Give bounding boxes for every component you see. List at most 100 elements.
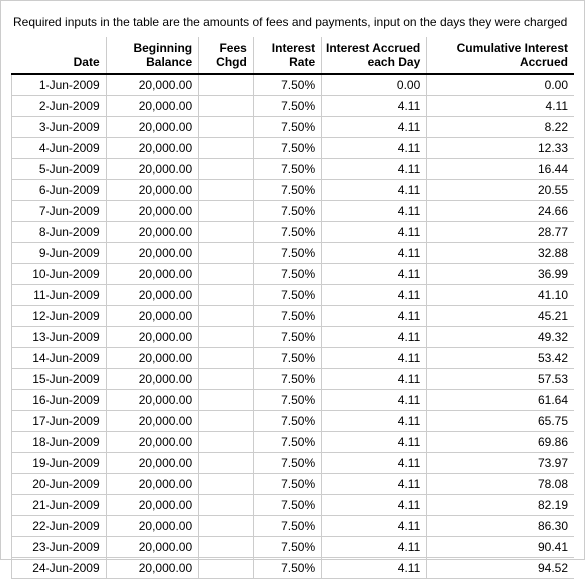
cell-cumulative: 61.64 <box>427 390 574 411</box>
cell-accrued: 4.11 <box>322 474 427 495</box>
cell-fees <box>199 453 254 474</box>
cell-balance: 20,000.00 <box>106 348 199 369</box>
cell-date: 17-Jun-2009 <box>12 411 107 432</box>
table-row: 12-Jun-200920,000.007.50%4.1145.21 <box>12 306 575 327</box>
cell-accrued: 4.11 <box>322 495 427 516</box>
cell-date: 14-Jun-2009 <box>12 348 107 369</box>
table-container: Required inputs in the table are the amo… <box>0 0 585 560</box>
cell-accrued: 0.00 <box>322 74 427 96</box>
table-row: 3-Jun-200920,000.007.50%4.118.22 <box>12 117 575 138</box>
cell-date: 22-Jun-2009 <box>12 516 107 537</box>
cell-accrued: 4.11 <box>322 138 427 159</box>
cell-fees <box>199 201 254 222</box>
cell-fees <box>199 138 254 159</box>
table-row: 22-Jun-200920,000.007.50%4.1186.30 <box>12 516 575 537</box>
cell-balance: 20,000.00 <box>106 369 199 390</box>
cell-date: 7-Jun-2009 <box>12 201 107 222</box>
table-row: 19-Jun-200920,000.007.50%4.1173.97 <box>12 453 575 474</box>
cell-fees <box>199 558 254 579</box>
cell-date: 16-Jun-2009 <box>12 390 107 411</box>
cell-cumulative: 24.66 <box>427 201 574 222</box>
cell-fees <box>199 285 254 306</box>
cell-balance: 20,000.00 <box>106 411 199 432</box>
cell-rate: 7.50% <box>253 516 321 537</box>
col-accrued: Interest Accrued each Day <box>322 37 427 74</box>
cell-accrued: 4.11 <box>322 432 427 453</box>
cell-accrued: 4.11 <box>322 411 427 432</box>
cell-accrued: 4.11 <box>322 369 427 390</box>
cell-accrued: 4.11 <box>322 558 427 579</box>
cell-balance: 20,000.00 <box>106 516 199 537</box>
cell-fees <box>199 432 254 453</box>
cell-date: 5-Jun-2009 <box>12 159 107 180</box>
cell-rate: 7.50% <box>253 264 321 285</box>
caption-text: Required inputs in the table are the amo… <box>11 13 574 37</box>
table-row: 9-Jun-200920,000.007.50%4.1132.88 <box>12 243 575 264</box>
cell-date: 1-Jun-2009 <box>12 74 107 96</box>
cell-cumulative: 49.32 <box>427 327 574 348</box>
cell-fees <box>199 474 254 495</box>
cell-fees <box>199 222 254 243</box>
table-row: 8-Jun-200920,000.007.50%4.1128.77 <box>12 222 575 243</box>
cell-fees <box>199 390 254 411</box>
table-row: 6-Jun-200920,000.007.50%4.1120.55 <box>12 180 575 201</box>
table-row: 17-Jun-200920,000.007.50%4.1165.75 <box>12 411 575 432</box>
cell-cumulative: 36.99 <box>427 264 574 285</box>
cell-balance: 20,000.00 <box>106 306 199 327</box>
cell-cumulative: 82.19 <box>427 495 574 516</box>
col-rate: Interest Rate <box>253 37 321 74</box>
cell-fees <box>199 159 254 180</box>
cell-date: 9-Jun-2009 <box>12 243 107 264</box>
cell-rate: 7.50% <box>253 411 321 432</box>
cell-fees <box>199 117 254 138</box>
cell-balance: 20,000.00 <box>106 558 199 579</box>
cell-rate: 7.50% <box>253 390 321 411</box>
cell-rate: 7.50% <box>253 474 321 495</box>
table-row: 7-Jun-200920,000.007.50%4.1124.66 <box>12 201 575 222</box>
table-row: 14-Jun-200920,000.007.50%4.1153.42 <box>12 348 575 369</box>
cell-accrued: 4.11 <box>322 285 427 306</box>
cell-rate: 7.50% <box>253 180 321 201</box>
cell-accrued: 4.11 <box>322 96 427 117</box>
cell-date: 12-Jun-2009 <box>12 306 107 327</box>
cell-cumulative: 45.21 <box>427 306 574 327</box>
cell-cumulative: 69.86 <box>427 432 574 453</box>
cell-cumulative: 8.22 <box>427 117 574 138</box>
cell-date: 2-Jun-2009 <box>12 96 107 117</box>
cell-cumulative: 41.10 <box>427 285 574 306</box>
cell-fees <box>199 537 254 558</box>
cell-cumulative: 57.53 <box>427 369 574 390</box>
cell-rate: 7.50% <box>253 369 321 390</box>
cell-fees <box>199 516 254 537</box>
table-row: 18-Jun-200920,000.007.50%4.1169.86 <box>12 432 575 453</box>
cell-date: 15-Jun-2009 <box>12 369 107 390</box>
table-row: 21-Jun-200920,000.007.50%4.1182.19 <box>12 495 575 516</box>
cell-date: 24-Jun-2009 <box>12 558 107 579</box>
cell-date: 19-Jun-2009 <box>12 453 107 474</box>
cell-fees <box>199 348 254 369</box>
cell-rate: 7.50% <box>253 285 321 306</box>
interest-table: Date Beginning Balance Fees Chgd Interes… <box>11 37 574 579</box>
cell-rate: 7.50% <box>253 222 321 243</box>
cell-fees <box>199 264 254 285</box>
cell-accrued: 4.11 <box>322 306 427 327</box>
cell-fees <box>199 180 254 201</box>
cell-cumulative: 28.77 <box>427 222 574 243</box>
cell-accrued: 4.11 <box>322 327 427 348</box>
cell-date: 8-Jun-2009 <box>12 222 107 243</box>
cell-fees <box>199 495 254 516</box>
cell-date: 3-Jun-2009 <box>12 117 107 138</box>
cell-balance: 20,000.00 <box>106 243 199 264</box>
cell-balance: 20,000.00 <box>106 285 199 306</box>
cell-cumulative: 12.33 <box>427 138 574 159</box>
cell-rate: 7.50% <box>253 74 321 96</box>
table-row: 11-Jun-200920,000.007.50%4.1141.10 <box>12 285 575 306</box>
cell-fees <box>199 369 254 390</box>
cell-rate: 7.50% <box>253 117 321 138</box>
cell-balance: 20,000.00 <box>106 159 199 180</box>
cell-cumulative: 16.44 <box>427 159 574 180</box>
cell-cumulative: 4.11 <box>427 96 574 117</box>
cell-date: 18-Jun-2009 <box>12 432 107 453</box>
cell-cumulative: 90.41 <box>427 537 574 558</box>
table-row: 15-Jun-200920,000.00 7.50%4.1157.53 <box>12 369 575 390</box>
